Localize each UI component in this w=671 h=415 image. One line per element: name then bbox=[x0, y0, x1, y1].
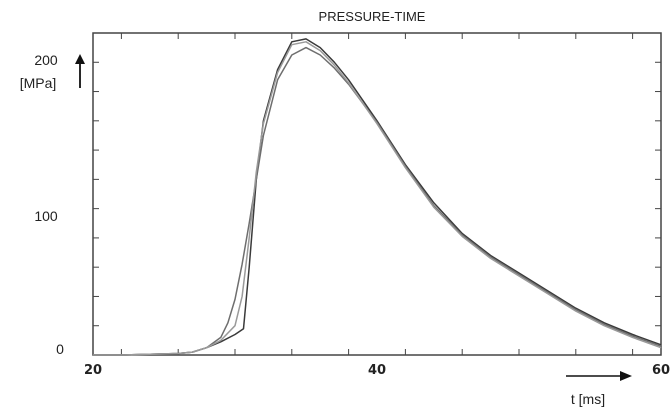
chart-title: PRESSURE-TIME bbox=[319, 9, 426, 24]
x-tick-labels: 20 40 60 bbox=[84, 363, 670, 378]
y-tick-label: 0 bbox=[56, 341, 64, 357]
y-tick-label: 200 bbox=[34, 52, 58, 68]
x-axis-label: t [ms] bbox=[571, 391, 605, 407]
x-tick-label: 20 bbox=[84, 363, 102, 378]
series-line-1 bbox=[93, 38, 662, 356]
x-axis-arrowhead bbox=[620, 371, 632, 381]
y-tick-labels: 0 100 200 bbox=[34, 52, 64, 357]
axis-ticks bbox=[93, 33, 661, 355]
series-line-3 bbox=[93, 41, 662, 356]
y-tick-label: 100 bbox=[34, 208, 58, 224]
plot-frame bbox=[92, 32, 662, 356]
series-line-2 bbox=[93, 46, 662, 356]
series-layer bbox=[93, 38, 662, 356]
y-axis-label: [MPa] bbox=[20, 75, 57, 91]
x-tick-label: 60 bbox=[652, 363, 670, 378]
x-tick-label: 40 bbox=[368, 363, 386, 378]
y-axis-arrowhead bbox=[75, 54, 85, 64]
